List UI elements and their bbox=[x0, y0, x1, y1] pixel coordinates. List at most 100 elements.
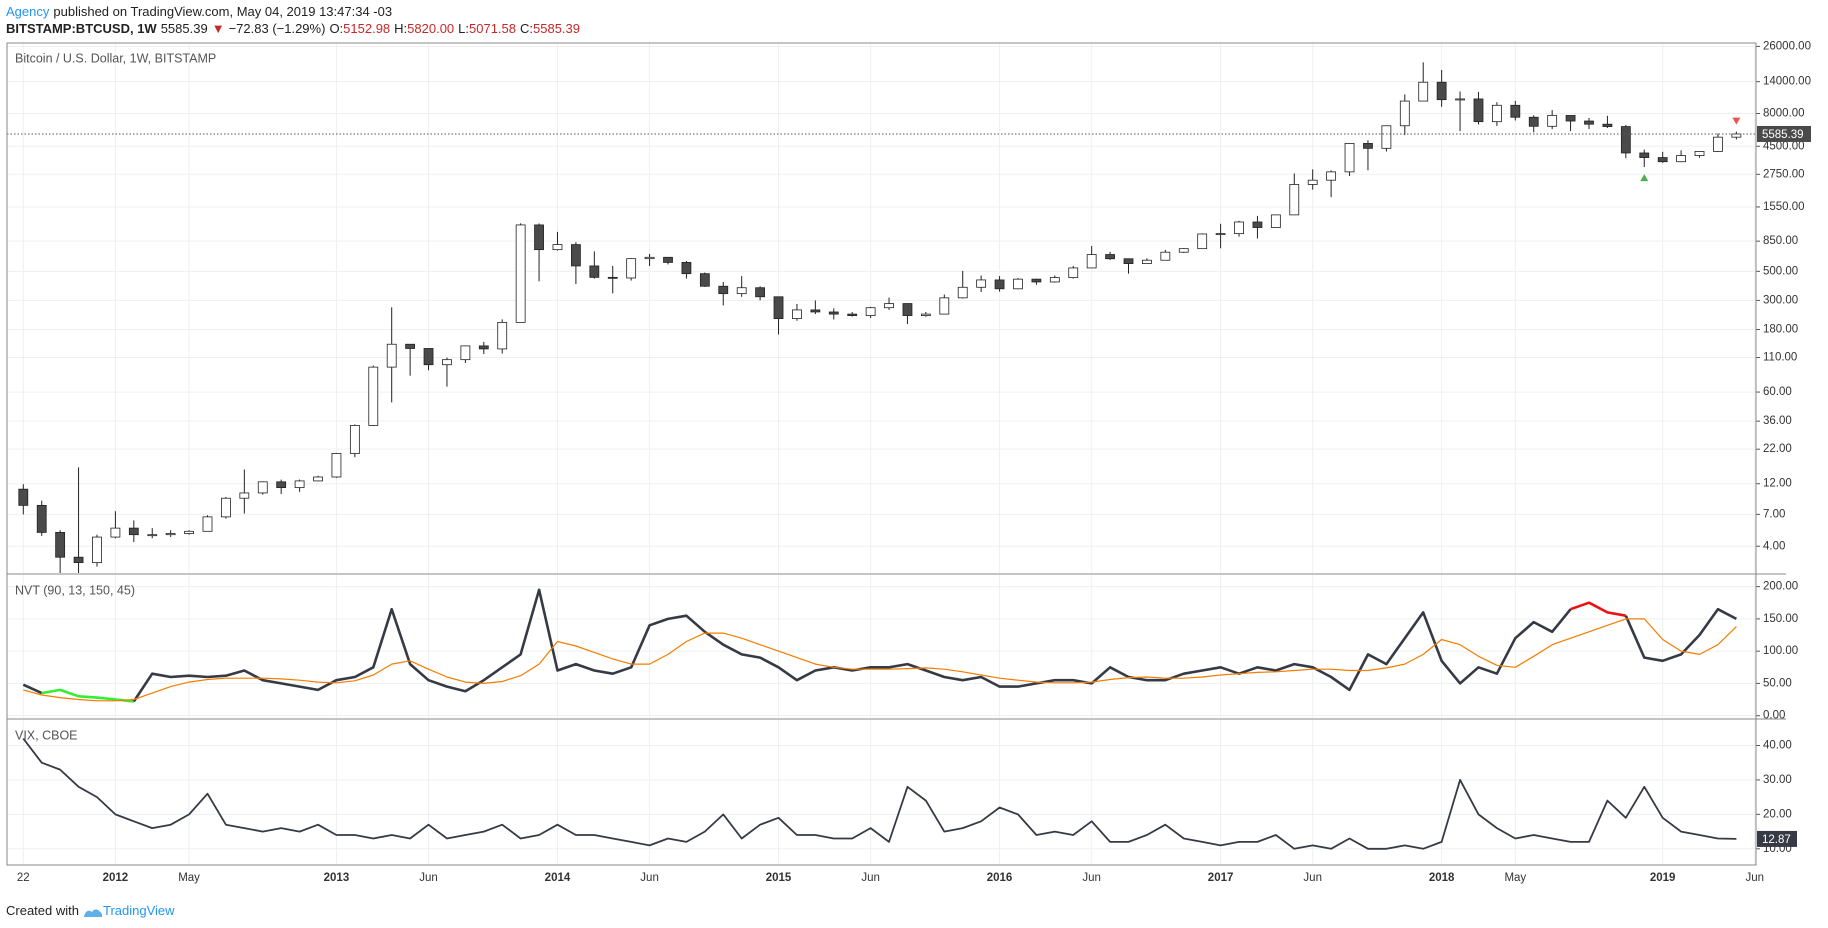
y-tick-label: 1550.00 bbox=[1763, 201, 1805, 213]
candle-body bbox=[828, 311, 839, 315]
candle-body bbox=[110, 527, 121, 538]
candle-body bbox=[147, 534, 158, 537]
candle-body bbox=[460, 345, 471, 361]
candle-body bbox=[1142, 259, 1152, 264]
y-tick-label: 150.00 bbox=[1763, 613, 1798, 625]
x-tick-label: 2017 bbox=[1208, 872, 1234, 884]
candle-body bbox=[810, 309, 821, 313]
close-value: 5585.39 bbox=[533, 21, 581, 36]
sell-signal bbox=[1732, 117, 1741, 125]
brand-link[interactable]: TradingView bbox=[102, 903, 175, 918]
created-with: Created with bbox=[6, 903, 79, 918]
y-tick-label: 12.00 bbox=[1763, 478, 1792, 490]
series-line bbox=[22, 683, 43, 695]
candle-body bbox=[1565, 115, 1576, 122]
x-tick-label: May bbox=[178, 872, 200, 884]
candle-body bbox=[1307, 179, 1318, 185]
candle-body bbox=[1068, 267, 1079, 279]
candle-body bbox=[202, 516, 213, 532]
symbol: BITSTAMP:BTCUSD, 1W bbox=[6, 21, 157, 36]
y-tick-label: 8000.00 bbox=[1763, 108, 1805, 120]
candle-body bbox=[165, 533, 176, 536]
candle-body bbox=[1234, 221, 1244, 235]
candle-body bbox=[1270, 214, 1281, 228]
x-tick-label: 22 bbox=[17, 872, 30, 884]
candle-body bbox=[368, 366, 379, 426]
x-tick-label: Jun bbox=[1303, 872, 1322, 884]
candle-body bbox=[884, 303, 894, 309]
candle-body bbox=[1031, 278, 1042, 283]
candle-body bbox=[1326, 171, 1337, 181]
open-value: 5152.98 bbox=[343, 21, 391, 36]
candle-body bbox=[1086, 254, 1097, 269]
candle-body bbox=[442, 359, 452, 366]
candle-body bbox=[92, 536, 102, 564]
candle-body bbox=[976, 279, 987, 288]
quote-line: BITSTAMP:BTCUSD, 1W 5585.39 ▼ −72.83 (−1.29… bbox=[6, 21, 584, 36]
y-tick-label: 200.00 bbox=[1763, 581, 1798, 593]
y-tick-label: 4.00 bbox=[1763, 540, 1785, 552]
candle-body bbox=[184, 530, 194, 534]
grid-layer bbox=[7, 43, 1756, 865]
last-price: 5585.39 bbox=[160, 21, 208, 36]
y-tick-label: 0.00 bbox=[1763, 710, 1785, 722]
candle-body bbox=[221, 497, 231, 518]
candle-body bbox=[73, 556, 84, 564]
high-value: 5820.00 bbox=[407, 21, 455, 36]
candle-body bbox=[644, 256, 655, 260]
candle-body bbox=[257, 481, 268, 494]
candle-body bbox=[1252, 221, 1263, 228]
y-tick-label: 20.00 bbox=[1763, 808, 1792, 820]
candle-body bbox=[1620, 126, 1631, 154]
candle-body bbox=[423, 348, 434, 366]
x-tick-label: 2016 bbox=[987, 872, 1013, 884]
candle-body bbox=[736, 287, 747, 295]
candle-body bbox=[1528, 116, 1539, 127]
candle-body bbox=[920, 313, 931, 316]
candle-body bbox=[1178, 248, 1189, 253]
candle-body bbox=[718, 285, 729, 295]
footer: Created with TradingView bbox=[6, 903, 179, 918]
candle-body bbox=[589, 265, 600, 278]
series-line bbox=[22, 738, 1737, 850]
candle-body bbox=[128, 527, 139, 536]
candle-body bbox=[294, 480, 305, 489]
x-tick-label: 2019 bbox=[1650, 872, 1676, 884]
y-tick-label: 7.00 bbox=[1763, 508, 1785, 520]
candle-body bbox=[1639, 152, 1650, 158]
candle-body bbox=[497, 321, 508, 350]
x-tick-label: Jun bbox=[1082, 872, 1101, 884]
candle-body bbox=[1713, 136, 1723, 152]
y-tick-label: 50.00 bbox=[1763, 677, 1792, 689]
candle-body bbox=[1492, 104, 1502, 123]
publish-line: Agency published on TradingView.com, May … bbox=[6, 4, 396, 19]
change: −72.83 (−1.29%) bbox=[228, 21, 326, 36]
y-tick-label: 500.00 bbox=[1763, 265, 1798, 277]
open-label: O: bbox=[329, 21, 344, 36]
candle-body bbox=[1473, 98, 1484, 123]
y-tick-label: 22.00 bbox=[1763, 443, 1792, 455]
candle-body bbox=[18, 488, 29, 506]
y-tick-label: 300.00 bbox=[1763, 294, 1798, 306]
candle-body bbox=[534, 224, 544, 251]
candle-body bbox=[994, 279, 1005, 290]
candle-body bbox=[681, 262, 692, 275]
series-line bbox=[1624, 607, 1738, 663]
candle-body bbox=[552, 244, 563, 251]
x-tick-label: 2012 bbox=[103, 872, 129, 884]
series-line bbox=[23, 618, 1737, 702]
candle-body bbox=[626, 258, 637, 279]
author-link[interactable]: Agency bbox=[6, 4, 50, 19]
candle-body bbox=[1013, 278, 1023, 290]
candle-body bbox=[1584, 120, 1594, 125]
candle-body bbox=[1418, 81, 1429, 102]
x-tick-label: Jun bbox=[861, 872, 880, 884]
y-tick-label: 60.00 bbox=[1763, 386, 1792, 398]
change-arrow: ▼ bbox=[211, 21, 225, 36]
panel-0 bbox=[18, 62, 1742, 573]
y-tick-label: 110.00 bbox=[1763, 352, 1797, 364]
x-tick-label: Jun bbox=[640, 872, 659, 884]
candle-body bbox=[1694, 151, 1705, 156]
x-tick-label: Jun bbox=[1746, 872, 1765, 884]
